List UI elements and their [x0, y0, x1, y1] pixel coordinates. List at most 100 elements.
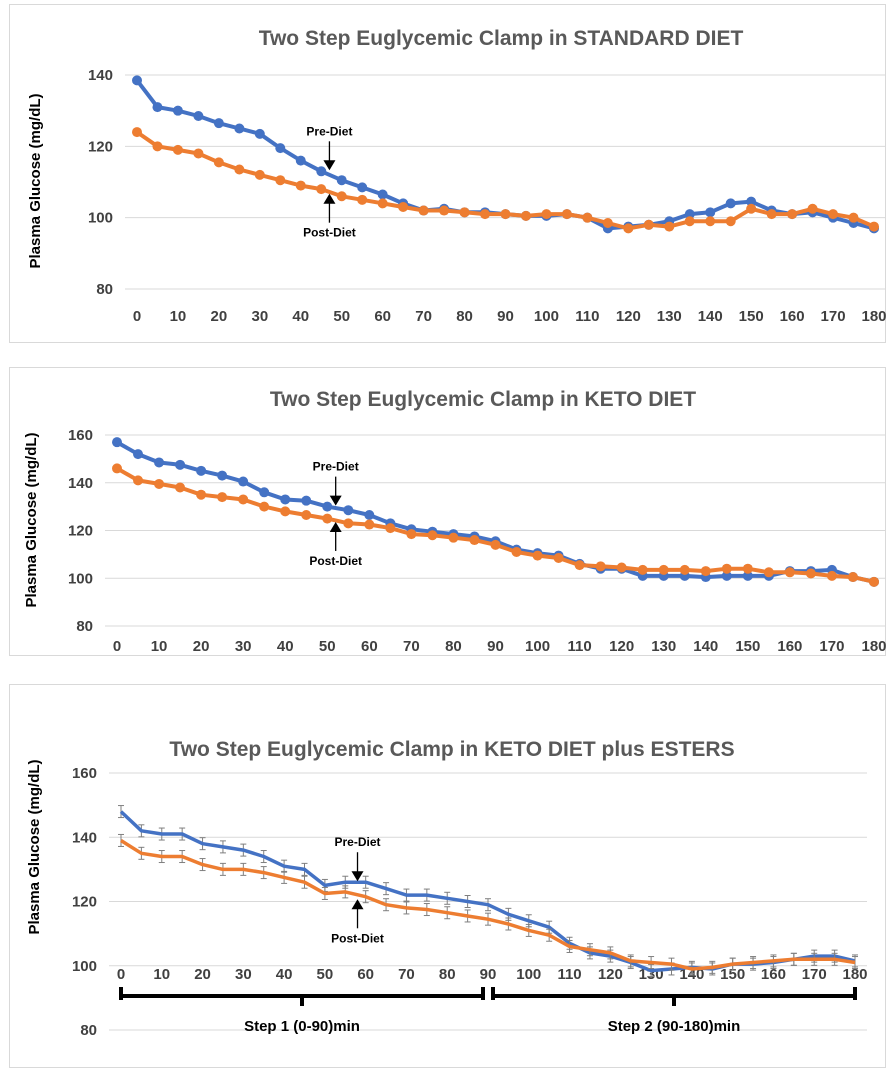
x-tick-label: 140	[693, 638, 718, 655]
data-point	[234, 164, 245, 175]
data-point	[480, 209, 491, 220]
data-point	[112, 463, 122, 474]
y-tick-label: 80	[80, 1022, 97, 1039]
data-point	[275, 143, 286, 154]
chart-standard-diet: Two Step Euglycemic Clamp in STANDARD DI…	[27, 27, 886, 325]
data-point	[275, 175, 286, 186]
data-point	[869, 221, 879, 232]
y-axis-label: Plasma Glucose (mg/dL)	[27, 93, 44, 268]
data-point	[664, 221, 675, 232]
y-tick-label: 120	[72, 894, 97, 911]
data-point	[398, 201, 409, 212]
series-1	[112, 463, 879, 587]
x-tick-label: 100	[534, 308, 559, 325]
x-tick-label: 50	[319, 638, 336, 655]
data-point	[553, 552, 564, 563]
data-point	[316, 184, 327, 195]
arrow-up-icon	[329, 521, 342, 532]
data-point	[133, 475, 144, 486]
data-point	[295, 180, 306, 191]
data-point	[154, 478, 165, 489]
data-point	[725, 216, 736, 227]
arrow-up-icon	[323, 193, 336, 204]
x-tick-label: 120	[598, 966, 623, 983]
annotation-post-diet: Post-Diet	[309, 554, 362, 568]
y-tick-label: 140	[68, 475, 93, 492]
x-tick-label: 40	[276, 966, 293, 983]
data-point	[406, 529, 417, 540]
data-point	[280, 506, 291, 517]
data-point	[343, 505, 354, 516]
x-tick-label: 110	[575, 308, 599, 325]
x-tick-label: 10	[151, 638, 168, 655]
x-tick-label: 120	[616, 308, 641, 325]
data-point	[213, 118, 224, 129]
x-tick-label: 50	[317, 966, 334, 983]
data-point	[595, 561, 606, 572]
data-point	[658, 564, 669, 575]
annotation-post-diet: Post-Diet	[331, 931, 384, 945]
y-tick-label: 100	[88, 210, 113, 227]
data-point	[725, 198, 736, 209]
data-point	[700, 566, 711, 577]
x-tick-label: 0	[113, 638, 121, 655]
x-tick-label: 60	[357, 966, 374, 983]
data-point	[193, 111, 204, 122]
x-tick-label: 50	[333, 308, 350, 325]
x-tick-label: 180	[842, 966, 867, 983]
data-point	[679, 564, 690, 575]
x-tick-label: 30	[235, 966, 252, 983]
arrow-down-icon	[329, 495, 342, 506]
data-point	[196, 465, 207, 476]
x-tick-label: 70	[415, 308, 432, 325]
data-point	[316, 166, 327, 177]
data-point	[746, 196, 757, 207]
data-point	[637, 564, 648, 575]
data-point	[520, 210, 531, 221]
x-tick-label: 100	[516, 966, 541, 983]
data-point	[259, 501, 270, 512]
series-line	[116, 440, 875, 584]
data-point	[175, 459, 186, 470]
data-point	[357, 182, 368, 193]
data-point	[322, 501, 333, 512]
x-tick-label: 180	[861, 638, 886, 655]
chart-panel-keto: Two Step Euglycemic Clamp in KETO DIET P…	[9, 367, 886, 656]
x-tick-label: 20	[193, 638, 210, 655]
y-tick-label: 80	[76, 618, 93, 635]
x-tick-label: 0	[117, 966, 125, 983]
data-point	[259, 487, 270, 498]
y-axis-label: Plasma Glucose (mg/dL)	[26, 759, 43, 934]
x-tick-label: 10	[170, 308, 187, 325]
data-point	[234, 123, 245, 134]
data-point	[643, 219, 654, 230]
data-point	[112, 437, 122, 448]
series-line	[120, 839, 856, 971]
arrow-down-icon	[351, 871, 364, 882]
y-tick-label: 140	[72, 829, 97, 846]
y-axis-label: Plasma Glucose (mg/dL)	[23, 432, 40, 607]
x-tick-label: 120	[609, 638, 634, 655]
data-point	[766, 209, 777, 220]
data-point	[254, 169, 265, 180]
data-point	[623, 223, 634, 234]
data-point	[532, 550, 543, 561]
data-point	[175, 482, 186, 493]
x-tick-label: 40	[292, 308, 309, 325]
x-tick-label: 90	[480, 966, 497, 983]
x-tick-label: 10	[153, 966, 170, 983]
data-point	[561, 209, 572, 220]
data-point	[848, 212, 859, 223]
data-point	[602, 218, 613, 229]
data-point	[705, 207, 716, 218]
data-point	[787, 209, 798, 220]
step-label: Step 2 (90-180)min	[608, 1018, 741, 1035]
data-point	[343, 518, 354, 529]
data-point	[377, 189, 388, 200]
data-point	[152, 141, 163, 152]
x-tick-label: 70	[398, 966, 415, 983]
data-point	[574, 560, 585, 571]
y-tick-label: 120	[88, 138, 113, 155]
chart-title: Two Step Euglycemic Clamp in STANDARD DI…	[259, 27, 744, 50]
data-point	[377, 198, 388, 209]
